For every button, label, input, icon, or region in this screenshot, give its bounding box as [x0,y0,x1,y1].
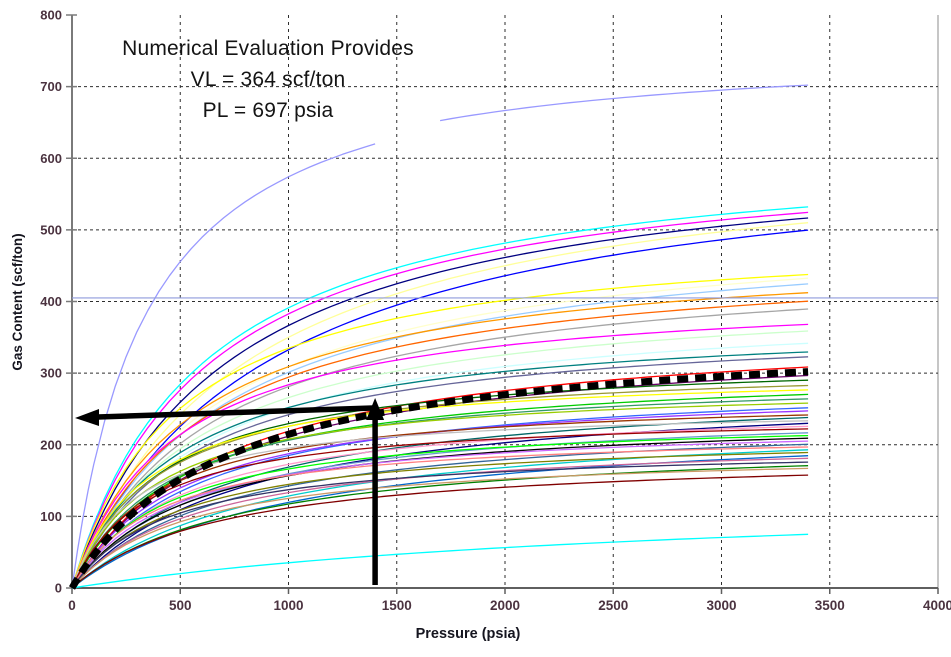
x-tick-label: 4000 [923,598,951,613]
isotherm-curve [71,414,809,589]
isotherm-curve [71,277,809,589]
isotherm-curve [71,402,809,589]
x-tick-label: 500 [169,598,192,613]
isotherm-curve [71,366,809,589]
isotherm-curve [71,420,809,589]
isotherm-curve [71,143,376,589]
x-tick-label: 2500 [598,598,628,613]
isotherm-curve [71,330,809,589]
x-tick-label: 2000 [490,598,520,613]
marker-arrows [75,397,385,585]
isotherm-curve [71,425,809,589]
isotherm-curve [71,393,809,589]
isotherm-curve [71,461,809,589]
x-tick-label: 3000 [706,598,736,613]
isotherm-curve [71,323,809,589]
isotherm-curve [71,300,809,589]
isotherm-curve [71,434,809,589]
isotherm-curve [71,443,809,589]
isotherm-curve [71,273,809,589]
isotherm-curve [71,211,809,589]
y-tick-label: 600 [40,151,62,166]
annotation-line-3: PL = 697 psia [202,99,334,122]
isotherm-curve [71,356,809,589]
isotherm-curve [71,384,809,589]
isotherm-curve [71,457,809,589]
isotherm-curve [71,533,809,589]
x-tick-label: 0 [68,598,76,613]
annotation-line-2: VL = 364 scf/ton [190,68,346,91]
y-tick-label: 700 [40,79,62,94]
isotherm-curve [71,229,809,589]
isotherm-curve [71,389,809,589]
isotherm-curve [71,398,809,589]
annotation-text: Numerical Evaluation Provides VL = 364 s… [92,33,444,126]
vertical-arrow-head [366,397,385,420]
x-axis-title: Pressure (psia) [416,626,521,642]
isotherm-curve [439,84,809,122]
isotherm-curve [71,474,809,589]
x-tick-label: 1500 [382,598,412,613]
isotherm-curve [71,351,809,589]
y-tick-label: 100 [40,509,62,524]
horizontal-arrow-head [75,408,99,426]
annotation-line-1: Numerical Evaluation Provides [122,37,414,60]
isotherm-curve [71,407,809,589]
y-axis-title: Gas Content (scf/ton) [10,233,25,370]
y-tick-label: 500 [40,222,62,237]
isotherm-curve [71,292,809,589]
isotherm-curve [71,206,809,589]
y-tick-label: 300 [40,366,62,381]
isotherm-curve [71,379,809,589]
isotherm-curve [71,446,809,589]
isotherm-curve [71,308,809,589]
isotherm-curve [71,465,809,589]
y-tick-label: 0 [55,581,62,596]
isotherm-curve [71,451,809,589]
plot-area: 0 100 200 300 400 500 600 700 800 0 500 1000 1500 200… [40,8,951,614]
isotherm-curve [71,467,809,589]
y-tick-label: 400 [40,294,62,309]
x-tick-label: 3500 [815,598,845,613]
horizontal-arrow-shaft [97,405,374,420]
y-tick-label: 200 [40,437,62,452]
y-tick-label: 800 [40,8,62,23]
x-tick-label: 1000 [273,598,303,613]
fitted-langmuir-curve [68,368,809,590]
isotherm-curve [71,222,809,589]
isotherm-curve [71,440,809,589]
isotherm-curve [71,428,809,589]
